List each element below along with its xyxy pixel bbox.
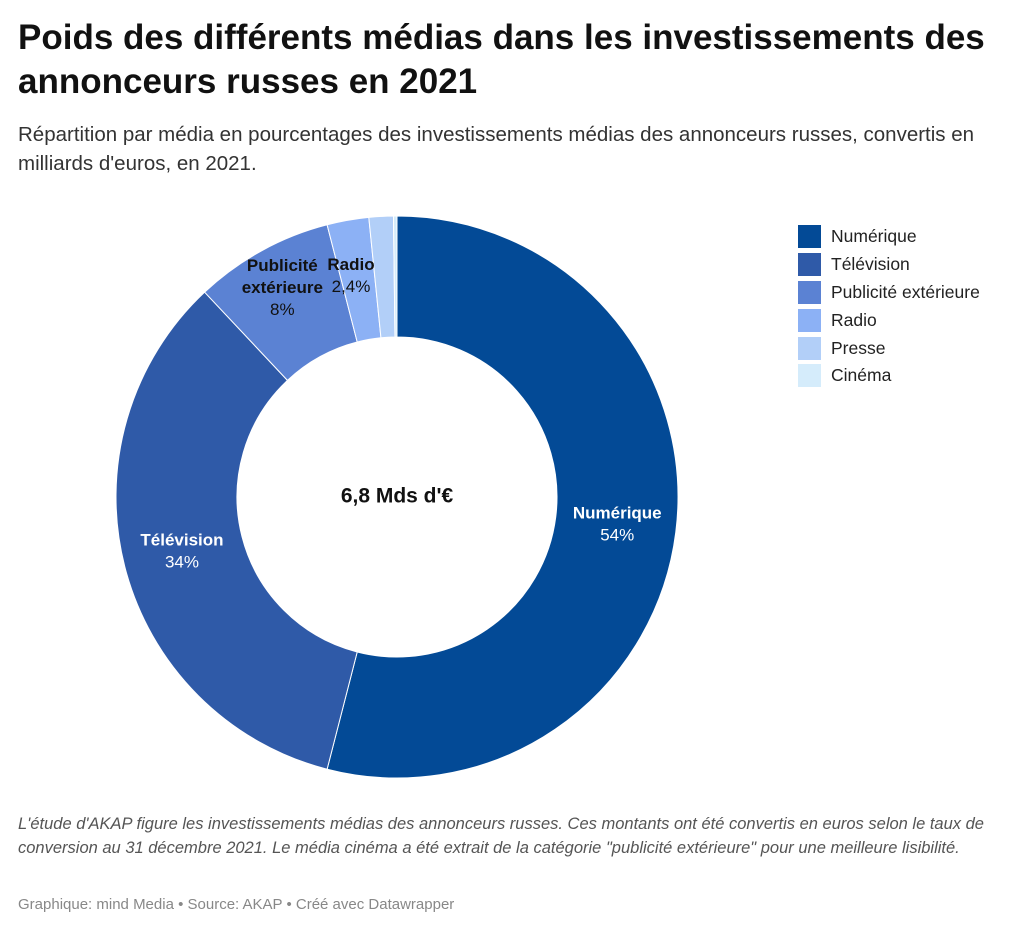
legend-label: Publicité extérieure [831, 281, 980, 302]
legend-item-numerique: Numérique [798, 223, 1020, 251]
legend-swatch [798, 225, 821, 249]
legend-item-television: Télévision [798, 251, 1020, 279]
chart-subtitle: Répartition par média en pourcentages de… [18, 123, 975, 175]
donut-center-label: 6,8 Mds d'€ [341, 485, 454, 508]
legend-item-radio: Radio [798, 306, 1020, 334]
slice-label-television: Télévision 34% [140, 531, 223, 572]
slice-labels: Numérique 54% Télévision 34% Publicité extéri… [140, 255, 661, 571]
slice-label-publicite-exterieure: Publicité extérieure 8% [242, 256, 323, 319]
slice-label-value: 2,4% [332, 277, 371, 296]
slice-label-name: extérieure [242, 278, 323, 297]
legend-label: Cinéma [831, 365, 892, 386]
legend-label: Télévision [831, 254, 910, 275]
legend-swatch [798, 253, 821, 277]
legend-swatch [798, 364, 821, 388]
slice-label-name: Publicité [247, 256, 318, 275]
legend-label: Radio [831, 309, 877, 330]
slice-television [115, 291, 358, 770]
legend-swatch [798, 280, 821, 304]
chart-legend: Numérique Télévision Publicité extérieur… [798, 223, 1020, 390]
slice-cinema [392, 215, 398, 338]
legend-swatch [798, 308, 821, 332]
legend-swatch [798, 336, 821, 360]
chart-credits: Graphique: mind Media • Source: AKAP • C… [18, 896, 455, 913]
legend-item-cinema: Cinéma [798, 362, 1020, 390]
slice-label-name: Télévision [140, 531, 223, 550]
slice-label-name: Numérique [573, 503, 662, 522]
donut-slices [115, 215, 679, 779]
slice-numerique [326, 215, 679, 779]
slice-label-radio: Radio 2,4% [327, 255, 374, 296]
legend-label: Numérique [831, 226, 917, 247]
slice-label-numerique: Numérique 54% [573, 503, 662, 544]
legend-item-presse: Presse [798, 334, 1020, 362]
chart-notes: L'étude d'AKAP figure les investissement… [18, 815, 984, 857]
legend-item-publicite-exterieure: Publicité extérieure [798, 279, 1020, 307]
legend-label: Presse [831, 337, 886, 358]
slice-label-value: 34% [165, 553, 199, 572]
slice-label-name: Radio [327, 255, 374, 274]
slice-label-value: 54% [600, 525, 634, 544]
chart-title: Poids des différents médias dans les inv… [18, 18, 985, 101]
slice-label-value: 8% [270, 300, 295, 319]
